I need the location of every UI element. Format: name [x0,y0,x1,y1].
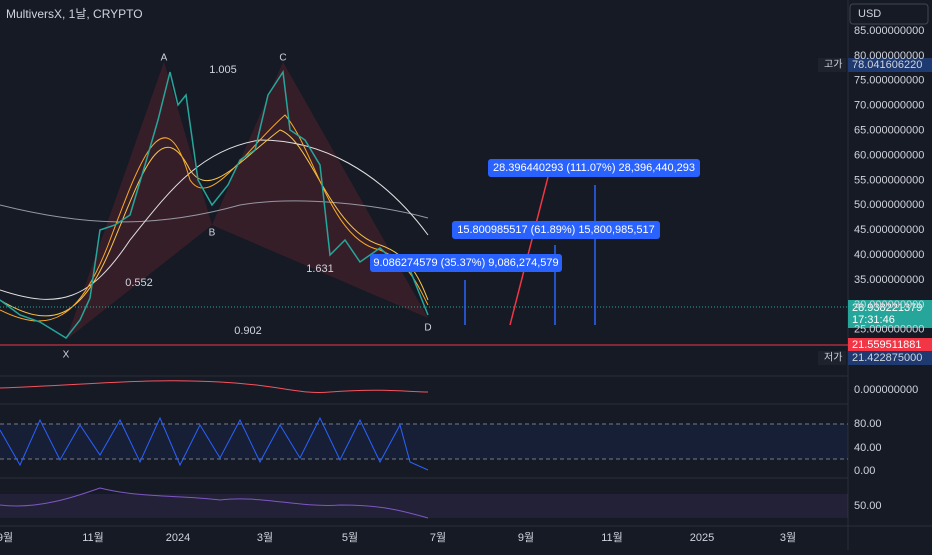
stoch-axis-label: 0.00 [854,465,875,477]
ma-200 [0,200,429,223]
time-axis-label: 2024 [166,532,190,544]
pattern-xab [66,62,212,340]
measure-label: 28.396440293 (111.07%) 28,396,440,293 [493,162,695,174]
price-axis-label: 50.000000000 [854,199,924,211]
pattern-point: X [63,350,70,361]
price-axis-label: 35.000000000 [854,274,924,286]
time-axis-label: 11월 [82,531,104,544]
ma-short [0,129,429,317]
macd-line [0,380,429,394]
currency-button[interactable] [849,3,929,25]
pattern-ratio: 1.005 [209,64,237,76]
rsi-axis-label: 50.00 [854,500,882,512]
stoch-band [0,424,848,459]
tag [818,58,846,72]
price-axis-label: 55.000000000 [854,174,924,186]
price-axis-label: 45.000000000 [854,224,924,236]
stoch-axis-label: 40.00 [854,442,882,454]
measure-label: 9.086274579 (35.37%) 9,086,274,579 [373,257,558,269]
pattern-ratio: 1.631 [306,263,334,275]
time-axis-label: 3월 [780,531,796,544]
pattern-point: A [161,53,168,64]
price-axis-label: 40.000000000 [854,249,924,261]
pattern-point: C [279,53,286,64]
price-axis-label: 85.000000000 [854,25,924,37]
low: 21.422875000 [852,352,922,364]
time-axis-label: 5월 [342,531,358,544]
price-axis-label: 25.000000000 [854,324,924,336]
rsi-line [0,487,429,519]
last-price: 28.938221379 [852,302,922,314]
tag [848,58,932,72]
measure-box [370,254,562,272]
pattern-ratio: 0.552 [125,277,153,289]
price-axis-label: 65.000000000 [854,125,924,137]
rsi-band [0,494,848,518]
tag [848,351,932,365]
tag [848,300,932,328]
time-axis-label: 9월 [518,531,534,544]
stoch-axis-label: 80.00 [854,418,882,430]
low-label: 저가 [824,352,842,364]
price-axis-label: 70.000000000 [854,100,924,112]
high: 78.041606220 [852,59,922,71]
chart-title: MultiversX, 1날, CRYPTO [6,7,143,21]
ma-fast [0,114,429,322]
time-axis-label: 3월 [257,531,273,544]
price-axis-label: 60.000000000 [854,149,924,161]
measure-box [452,221,660,239]
tag [848,338,932,352]
labels: 85.000000000 80.000000000 75.000000000 70.0… [0,25,924,544]
price-axis-label: 75.000000000 [854,75,924,87]
countdown: 17:31:46 [852,314,895,326]
tag [818,351,846,365]
high-label: 고가 [824,59,842,71]
arrow [509,176,549,326]
time-axis-label: 11월 [601,531,623,544]
time-axis-label: 2025 [690,532,714,544]
price-line [0,69,429,339]
pattern-point: B [209,228,216,239]
pattern-point: D [424,323,431,334]
line-price: 21.559511881 [852,339,922,351]
currency[interactable]: USD [858,8,881,20]
measure-box [488,159,700,177]
price-axis-label: 80.000000000 [854,50,924,62]
pattern-ratio: 0.902 [234,325,262,337]
stoch-k [0,416,429,471]
time-axis-label: 7월 [430,531,446,544]
measure-label: 15.800985517 (61.89%) 15,800,985,517 [457,224,655,236]
macd-axis-label: 0.000000000 [854,384,918,396]
time-axis-label: 9월 [0,531,13,544]
price-axis-label: 30.000000000 [854,299,924,311]
